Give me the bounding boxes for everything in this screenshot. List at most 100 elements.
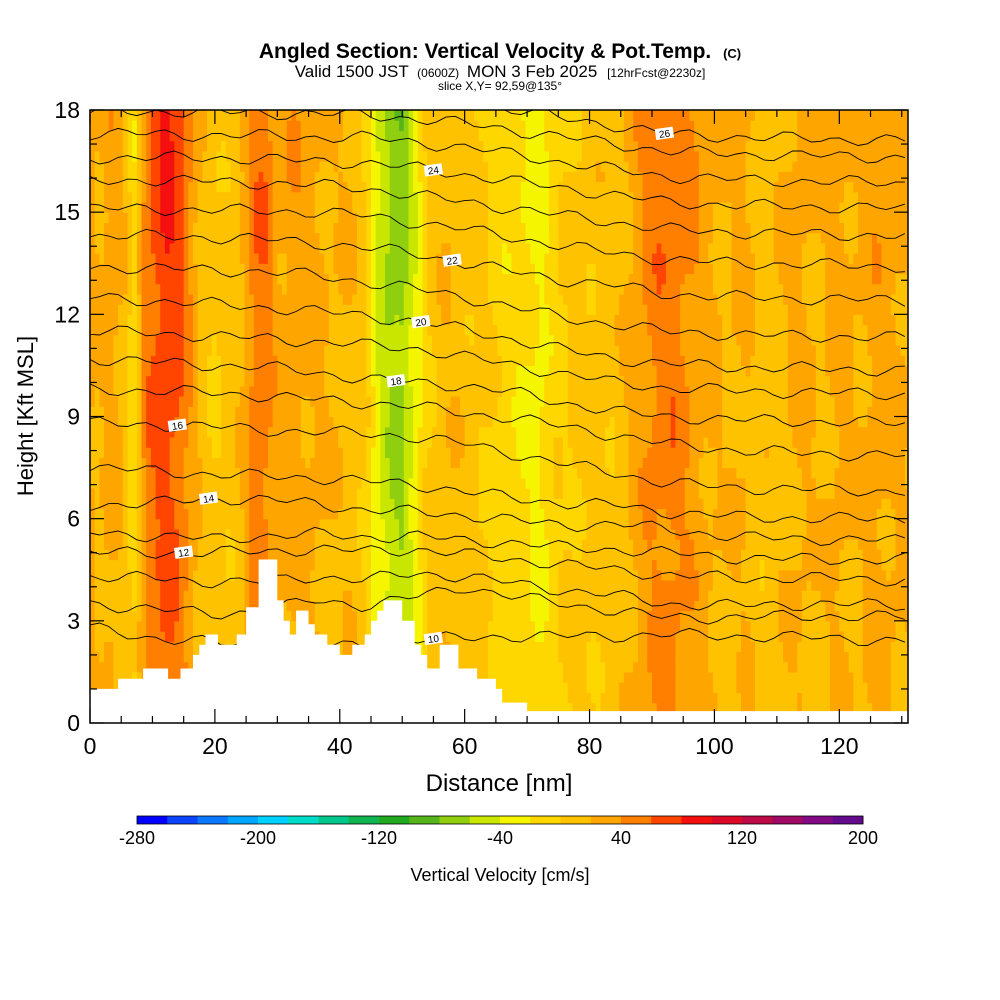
velocity-cell: [385, 488, 391, 499]
velocity-cell: [305, 539, 311, 550]
velocity-cell: [469, 344, 475, 356]
velocity-cell: [104, 661, 110, 673]
velocity-cell: [94, 508, 100, 520]
velocity-cell: [146, 140, 152, 152]
velocity-cell: [239, 283, 246, 295]
velocity-cell: [146, 641, 152, 653]
velocity-cell: [455, 590, 461, 601]
velocity-cell: [150, 447, 157, 458]
velocity-cell: [136, 508, 143, 520]
velocity-cell: [150, 191, 157, 203]
velocity-cell: [258, 181, 264, 193]
velocity-cell: [90, 130, 96, 142]
velocity-cell: [394, 212, 400, 223]
velocity-cell: [183, 416, 189, 428]
velocity-cell: [169, 671, 175, 683]
velocity-cell: [132, 232, 138, 244]
velocity-cell: [211, 416, 218, 428]
velocity-cell: [450, 314, 456, 326]
velocity-cell: [230, 620, 236, 632]
velocity-cell: [286, 528, 292, 540]
velocity-cell: [193, 334, 199, 346]
velocity-cell: [155, 396, 161, 407]
velocity-cell: [235, 447, 241, 458]
velocity-cell: [291, 467, 297, 479]
velocity-cell: [370, 375, 377, 387]
velocity-cell: [314, 140, 321, 152]
velocity-cell: [459, 232, 466, 244]
velocity-cell: [408, 569, 414, 581]
velocity-cell: [399, 130, 405, 142]
velocity-cell: [408, 457, 414, 469]
velocity-cell: [211, 171, 218, 183]
velocity-cell: [225, 355, 232, 367]
velocity-cell: [90, 488, 96, 499]
velocity-cell: [441, 232, 447, 244]
velocity-cell: [272, 488, 278, 499]
velocity-cell: [445, 416, 452, 428]
velocity-cell: [155, 385, 161, 397]
velocity-cell: [469, 181, 475, 193]
velocity-cell: [380, 467, 386, 479]
velocity-cell: [352, 620, 358, 632]
velocity-cell: [385, 549, 391, 561]
velocity-cell: [305, 212, 311, 223]
velocity-cell: [296, 222, 302, 234]
velocity-cell: [436, 426, 442, 438]
velocity-cell: [267, 436, 274, 448]
velocity-cell: [193, 610, 199, 622]
velocity-cell: [328, 416, 335, 428]
velocity-cell: [361, 140, 367, 152]
velocity-cell: [459, 559, 466, 571]
velocity-cell: [286, 191, 292, 203]
velocity-cell: [118, 651, 124, 663]
velocity-cell: [207, 590, 213, 601]
velocity-cell: [394, 498, 400, 510]
velocity-cell: [230, 273, 236, 285]
velocity-cell: [258, 171, 264, 183]
velocity-cell: [174, 467, 180, 479]
velocity-cell: [150, 579, 157, 591]
velocity-cell: [277, 396, 283, 407]
velocity-cell: [132, 590, 138, 601]
velocity-cell: [225, 181, 232, 193]
velocity-cell: [244, 324, 250, 336]
velocity-cell: [230, 457, 236, 469]
velocity-cell: [389, 283, 396, 295]
velocity-cell: [155, 222, 161, 234]
velocity-cell: [239, 396, 246, 407]
velocity-cell: [328, 365, 335, 377]
velocity-cell: [155, 232, 161, 244]
velocity-cell: [408, 549, 414, 561]
velocity-cell: [408, 140, 414, 152]
velocity-cell: [118, 150, 124, 162]
velocity-cell: [230, 232, 236, 244]
velocity-cell: [94, 171, 100, 183]
velocity-cell: [403, 222, 410, 234]
velocity-cell: [474, 253, 480, 264]
velocity-cell: [258, 436, 264, 448]
velocity-cell: [291, 375, 297, 387]
velocity-cell: [347, 161, 353, 172]
velocity-cell: [352, 355, 358, 367]
velocity-cell: [164, 253, 171, 264]
velocity-cell: [333, 426, 339, 438]
velocity-cell: [164, 110, 171, 121]
velocity-cell: [296, 406, 302, 418]
velocity-cell: [319, 477, 325, 489]
velocity-cell: [342, 498, 349, 510]
velocity-cell: [319, 273, 325, 285]
velocity-cell: [450, 579, 456, 591]
velocity-cell: [207, 620, 213, 632]
velocity-cell: [244, 539, 250, 550]
velocity-cell: [431, 600, 438, 612]
velocity-cell: [164, 120, 171, 132]
velocity-cell: [108, 467, 115, 479]
velocity-cell: [427, 396, 433, 407]
velocity-cell: [370, 253, 377, 264]
velocity-cell: [474, 161, 480, 172]
velocity-cell: [403, 293, 410, 305]
velocity-cell: [277, 253, 283, 264]
velocity-cell: [122, 253, 129, 264]
velocity-cell: [258, 242, 264, 254]
